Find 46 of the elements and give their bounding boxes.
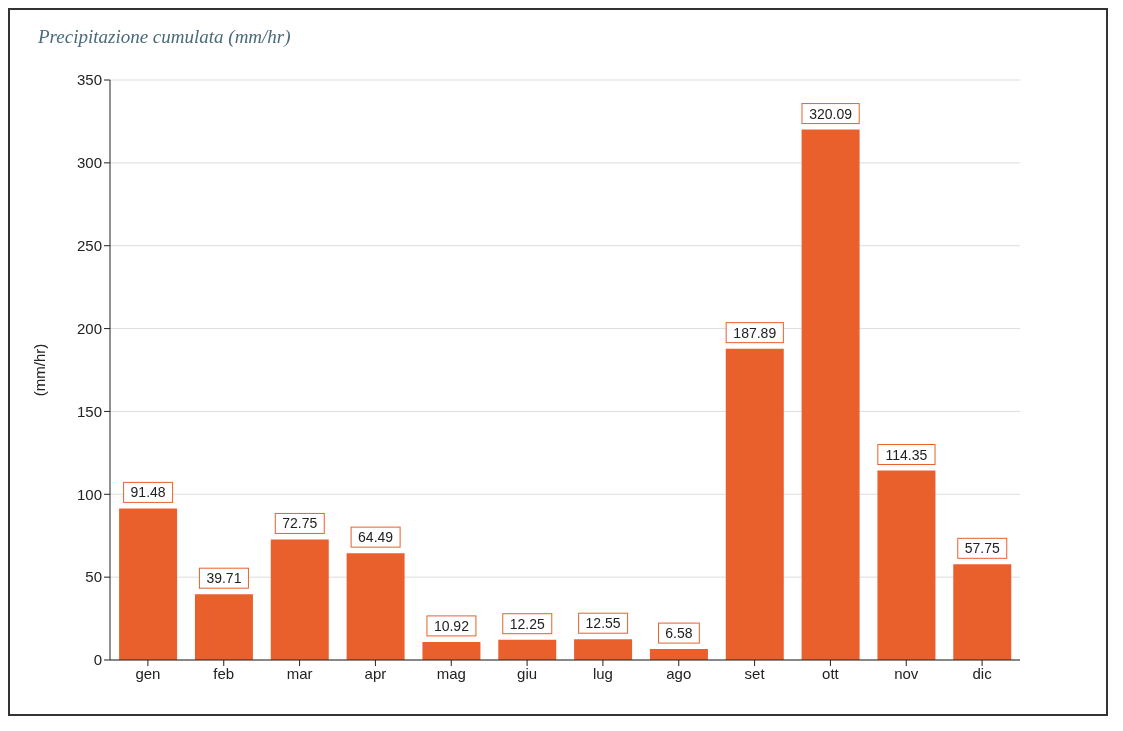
y-tick-label: 200: [76, 319, 102, 337]
y-tick-label: 50: [85, 568, 102, 586]
data-label: 12.55: [585, 615, 621, 632]
data-label: 114.35: [885, 446, 928, 463]
data-label: 39.71: [206, 570, 242, 587]
bar: [270, 539, 329, 660]
x-tick-label: set: [744, 664, 766, 682]
bar: [346, 553, 405, 660]
bar: [725, 348, 784, 660]
bar: [422, 641, 481, 660]
x-tick-label: lug: [592, 664, 613, 682]
bar: [953, 564, 1012, 660]
data-label: 12.25: [509, 615, 545, 632]
data-label: 6.58: [665, 625, 693, 642]
y-tick-label: 300: [76, 154, 102, 172]
x-tick-label: mag: [436, 664, 466, 682]
x-tick-label: ott: [822, 664, 840, 682]
data-label: 91.48: [130, 484, 166, 501]
bar: [574, 639, 633, 660]
x-tick-label: mar: [286, 664, 313, 682]
bar: [119, 508, 178, 660]
data-label: 10.92: [433, 617, 470, 634]
data-label: 64.49: [358, 529, 394, 546]
chart-title: Precipitazione cumulata (mm/hr): [37, 25, 292, 49]
data-label: 57.75: [964, 540, 1000, 557]
x-tick-label: giu: [517, 664, 538, 682]
bar: [498, 639, 557, 660]
x-tick-label: ago: [666, 664, 692, 682]
y-tick-label: 250: [76, 237, 102, 255]
bar: [877, 470, 936, 660]
x-tick-label: dic: [972, 664, 993, 682]
data-label: 320.09: [809, 105, 853, 122]
y-axis-title: (mm/hr): [31, 343, 49, 397]
x-tick-label: gen: [135, 664, 161, 682]
bar: [801, 129, 860, 660]
x-tick-label: nov: [894, 664, 919, 682]
bar: [194, 594, 253, 660]
data-label: 187.89: [733, 324, 777, 341]
x-tick-label: apr: [364, 664, 387, 682]
bar: [649, 649, 708, 660]
x-tick-label: feb: [213, 664, 235, 682]
y-tick-label: 0: [93, 651, 102, 669]
y-tick-label: 100: [76, 485, 102, 503]
data-label: 72.75: [282, 515, 318, 532]
y-tick-label: 350: [76, 71, 102, 89]
y-tick-label: 150: [76, 402, 102, 420]
